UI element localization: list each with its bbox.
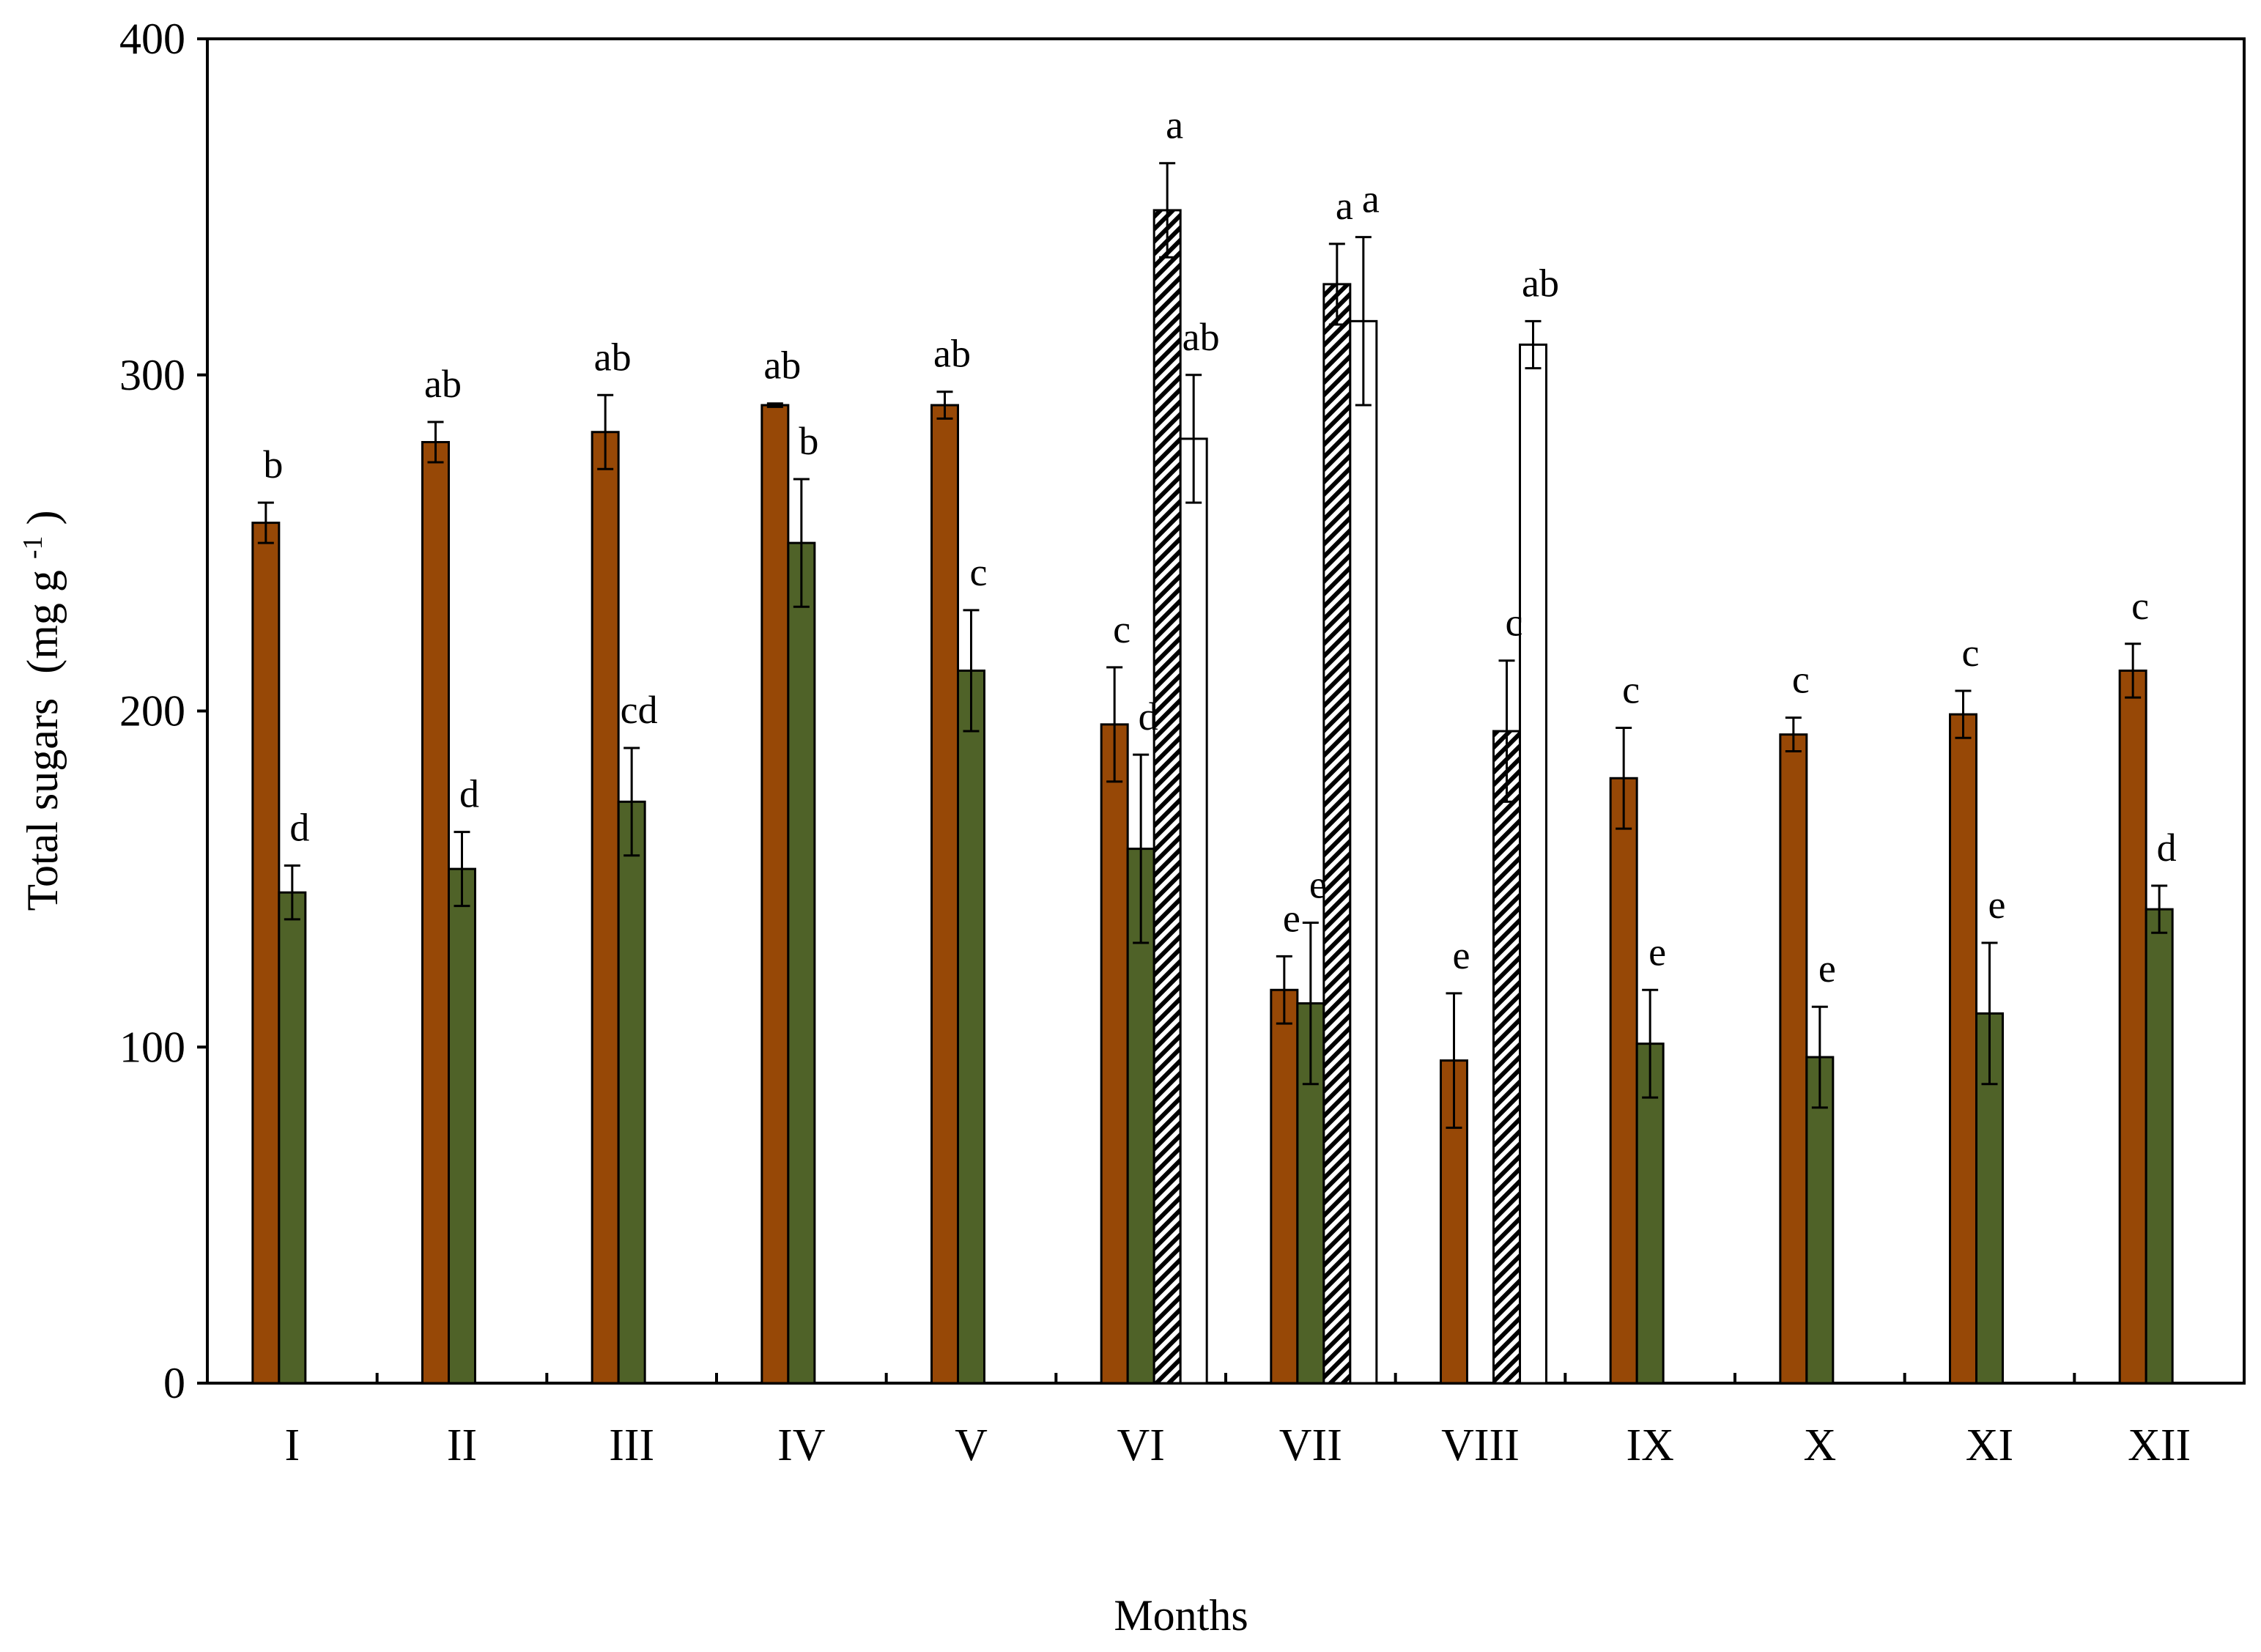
bar-series-2-I <box>278 891 307 1385</box>
significance-letter: ab <box>1183 315 1220 359</box>
bar-series-1-X <box>1779 733 1808 1385</box>
bar-series-1-XI <box>1949 713 1977 1385</box>
bar-series-2-XII <box>2145 908 2174 1385</box>
bar-series-1-IX <box>1609 777 1638 1385</box>
significance-letter: c <box>970 550 988 594</box>
significance-letter: ab <box>763 344 801 388</box>
significance-letter: c <box>1506 601 1523 645</box>
significance-letter: d <box>2157 826 2177 870</box>
bar-series-2-V <box>957 669 985 1385</box>
significance-letter: b <box>799 419 818 463</box>
x-category-label: VIII <box>1441 1421 1520 1470</box>
significance-letter: c <box>1962 631 1980 675</box>
bar-series-3-VI <box>1152 209 1182 1385</box>
bar-series-1-VI <box>1100 723 1129 1385</box>
bar-series-2-II <box>448 867 476 1385</box>
x-category-label: XI <box>1966 1421 2013 1470</box>
y-axis-title-main: Total sugars <box>18 698 67 911</box>
y-tick-label: 400 <box>119 15 185 63</box>
significance-letter: c <box>1792 658 1810 702</box>
significance-letter: cd <box>621 688 658 732</box>
bar-series-1-VIII <box>1440 1059 1468 1385</box>
x-category-label: X <box>1803 1421 1836 1470</box>
significance-letter: e <box>1648 930 1666 974</box>
y-tick-label: 100 <box>119 1023 185 1071</box>
bar-series-1-VII <box>1270 988 1299 1385</box>
bar-series-1-V <box>930 404 959 1385</box>
x-category-label: III <box>609 1421 654 1470</box>
significance-letter: e <box>1453 933 1470 977</box>
significance-letter: ab <box>594 335 632 379</box>
significance-letter: c <box>1622 667 1640 711</box>
significance-letter: e <box>1309 863 1327 907</box>
significance-letter: e <box>1283 896 1300 940</box>
x-category-label: XII <box>2128 1421 2191 1470</box>
significance-letter: d <box>1139 694 1158 738</box>
x-axis-title: Months <box>1114 1591 1248 1640</box>
significance-letter: d <box>289 806 309 850</box>
x-category-label: IX <box>1626 1421 1673 1470</box>
significance-letter: a <box>1336 184 1353 228</box>
y-tick-label: 300 <box>119 351 185 399</box>
significance-letter: e <box>1988 883 2006 927</box>
bar-series-1-XII <box>2118 669 2147 1385</box>
significance-letter: a <box>1166 103 1183 147</box>
x-category-label: I <box>285 1421 300 1470</box>
significance-letter: ab <box>424 362 462 406</box>
bar-series-1-III <box>591 431 620 1385</box>
bar-series-2-VII <box>1296 1002 1325 1385</box>
bar-series-1-I <box>251 522 281 1385</box>
y-axis-title-unit-sup: -1 <box>18 536 48 559</box>
bar-series-2-III <box>617 800 646 1385</box>
significance-letter: d <box>459 772 479 816</box>
bar-series-1-II <box>421 441 450 1385</box>
significance-letter: a <box>1362 177 1380 221</box>
bar-series-4-VIII <box>1519 343 1547 1385</box>
significance-letter: ab <box>933 332 971 376</box>
plot-frame <box>206 37 2246 1385</box>
significance-letter: b <box>263 442 283 486</box>
significance-letter: c <box>2131 584 2149 628</box>
significance-letter: e <box>1818 947 1836 990</box>
y-tick-label: 200 <box>119 687 185 736</box>
y-axis-title-unit-close: ) <box>18 510 67 525</box>
y-tick-label: 0 <box>163 1359 185 1407</box>
significance-letter: c <box>1113 607 1130 651</box>
y-axis-title: Total sugars (mg g -1 ) <box>18 510 67 911</box>
bar-series-3-VIII <box>1492 730 1521 1385</box>
x-category-label: IV <box>777 1421 826 1470</box>
bar-series-1-IV <box>761 404 790 1385</box>
y-axis-title-unit: (mg g <box>18 570 67 674</box>
x-category-label: V <box>955 1421 988 1470</box>
bar-series-4-VII <box>1349 319 1378 1385</box>
bar-series-2-IX <box>1635 1042 1665 1385</box>
x-category-label: VI <box>1117 1421 1164 1470</box>
bar-series-2-IV <box>787 541 816 1385</box>
x-category-label: II <box>447 1421 477 1470</box>
x-category-label: VII <box>1279 1421 1342 1470</box>
significance-letter: ab <box>1522 261 1559 305</box>
bar-series-3-VII <box>1322 283 1352 1385</box>
bar-series-4-VI <box>1179 437 1208 1385</box>
